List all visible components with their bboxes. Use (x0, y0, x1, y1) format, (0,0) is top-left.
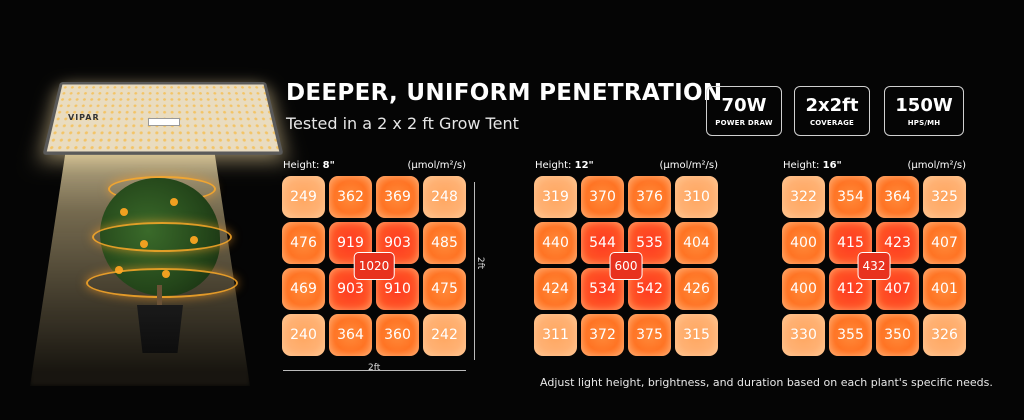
ppfd-grid-16in: Height: 16" (μmol/m²/s) 322 354 364 325 400 4… (782, 160, 972, 356)
grid-cell: 476 (282, 222, 325, 264)
grid-cell: 404 (675, 222, 718, 264)
center-reading-badge: 600 (610, 252, 643, 280)
unit-label: (μmol/m²/s) (659, 160, 718, 171)
grid-cell: 364 (876, 176, 919, 218)
grid-cell: 326 (923, 314, 966, 356)
grid-cell: 360 (376, 314, 419, 356)
badge-label: COVERAGE (810, 119, 854, 127)
center-reading-badge: 432 (858, 252, 891, 280)
ppfd-grid: 322 354 364 325 400 415 423 407 400 412 407 401 330 3… (782, 176, 966, 356)
center-reading-badge: 1020 (354, 252, 395, 280)
grid-cell: 426 (675, 268, 718, 310)
grid-cell: 362 (329, 176, 372, 218)
badge-value: 70W (722, 96, 767, 116)
grid-header: Height: 8" (μmol/m²/s) (282, 160, 472, 171)
grid-cell: 370 (581, 176, 624, 218)
grid-cell: 424 (534, 268, 577, 310)
grid-header: Height: 12" (μmol/m²/s) (534, 160, 724, 171)
grid-cell: 469 (282, 268, 325, 310)
badge-power-draw: 70W POWER DRAW (706, 86, 782, 136)
plant-pot (137, 305, 183, 353)
grid-cell: 325 (923, 176, 966, 218)
ppfd-grid: 319 370 376 310 440 544 535 404 424 534 542 426 311 3… (534, 176, 718, 356)
page-subtitle: Tested in a 2 x 2 ft Grow Tent (286, 114, 519, 133)
grid-cell: 311 (534, 314, 577, 356)
grid-cell: 240 (282, 314, 325, 356)
light-ring-bottom (86, 268, 238, 298)
dimension-label-vertical: 2ft (475, 257, 485, 269)
grid-cell: 350 (876, 314, 919, 356)
grid-cell: 369 (376, 176, 419, 218)
lamp-label-strip (148, 118, 180, 126)
unit-label: (μmol/m²/s) (907, 160, 966, 171)
grid-cell: 485 (423, 222, 466, 264)
grid-cell: 248 (423, 176, 466, 218)
badge-label: POWER DRAW (715, 119, 772, 127)
grid-header: Height: 16" (μmol/m²/s) (782, 160, 972, 171)
grid-cell: 310 (675, 176, 718, 218)
dimension-label-horizontal: 2ft (368, 363, 380, 373)
grid-cell: 376 (628, 176, 671, 218)
grid-cell: 242 (423, 314, 466, 356)
grid-cell: 249 (282, 176, 325, 218)
lamp-brand-logo: VIPAR (68, 113, 100, 122)
height-prefix: Height: (783, 160, 819, 171)
ppfd-grid-8in: Height: 8" (μmol/m²/s) 249 362 369 248 476 91… (282, 160, 472, 356)
lamp-illustration: VIPAR (0, 0, 275, 420)
unit-label: (μmol/m²/s) (407, 160, 466, 171)
height-prefix: Height: (535, 160, 571, 171)
grid-cell: 364 (329, 314, 372, 356)
grid-cell: 354 (829, 176, 872, 218)
height-value: 12" (575, 160, 594, 171)
grid-cell: 372 (581, 314, 624, 356)
footer-note: Adjust light height, brightness, and dur… (540, 376, 993, 389)
badge-coverage: 2x2ft COVERAGE (794, 86, 870, 136)
badge-value: 150W (895, 96, 952, 116)
height-value: 8" (323, 160, 335, 171)
grid-cell: 475 (423, 268, 466, 310)
grid-cell: 400 (782, 268, 825, 310)
height-value: 16" (823, 160, 842, 171)
grid-cell: 407 (923, 222, 966, 264)
height-prefix: Height: (283, 160, 319, 171)
grid-cell: 401 (923, 268, 966, 310)
grid-cell: 319 (534, 176, 577, 218)
ppfd-grid: 249 362 369 248 476 919 903 485 469 903 910 475 240 3… (282, 176, 466, 356)
dimension-line-vertical (466, 182, 475, 360)
badge-value: 2x2ft (805, 96, 858, 116)
grid-cell: 315 (675, 314, 718, 356)
ppfd-grid-12in: Height: 12" (μmol/m²/s) 319 370 376 310 440 5… (534, 160, 724, 356)
grid-cell: 400 (782, 222, 825, 264)
badge-hps-mh: 150W HPS/MH (884, 86, 964, 136)
grid-cell: 330 (782, 314, 825, 356)
grid-cell: 375 (628, 314, 671, 356)
grid-cell: 322 (782, 176, 825, 218)
page-title: DEEPER, UNIFORM PENETRATION (286, 80, 722, 106)
grid-cell: 440 (534, 222, 577, 264)
grid-cell: 355 (829, 314, 872, 356)
badge-label: HPS/MH (908, 119, 941, 127)
light-ring-middle (92, 222, 232, 252)
